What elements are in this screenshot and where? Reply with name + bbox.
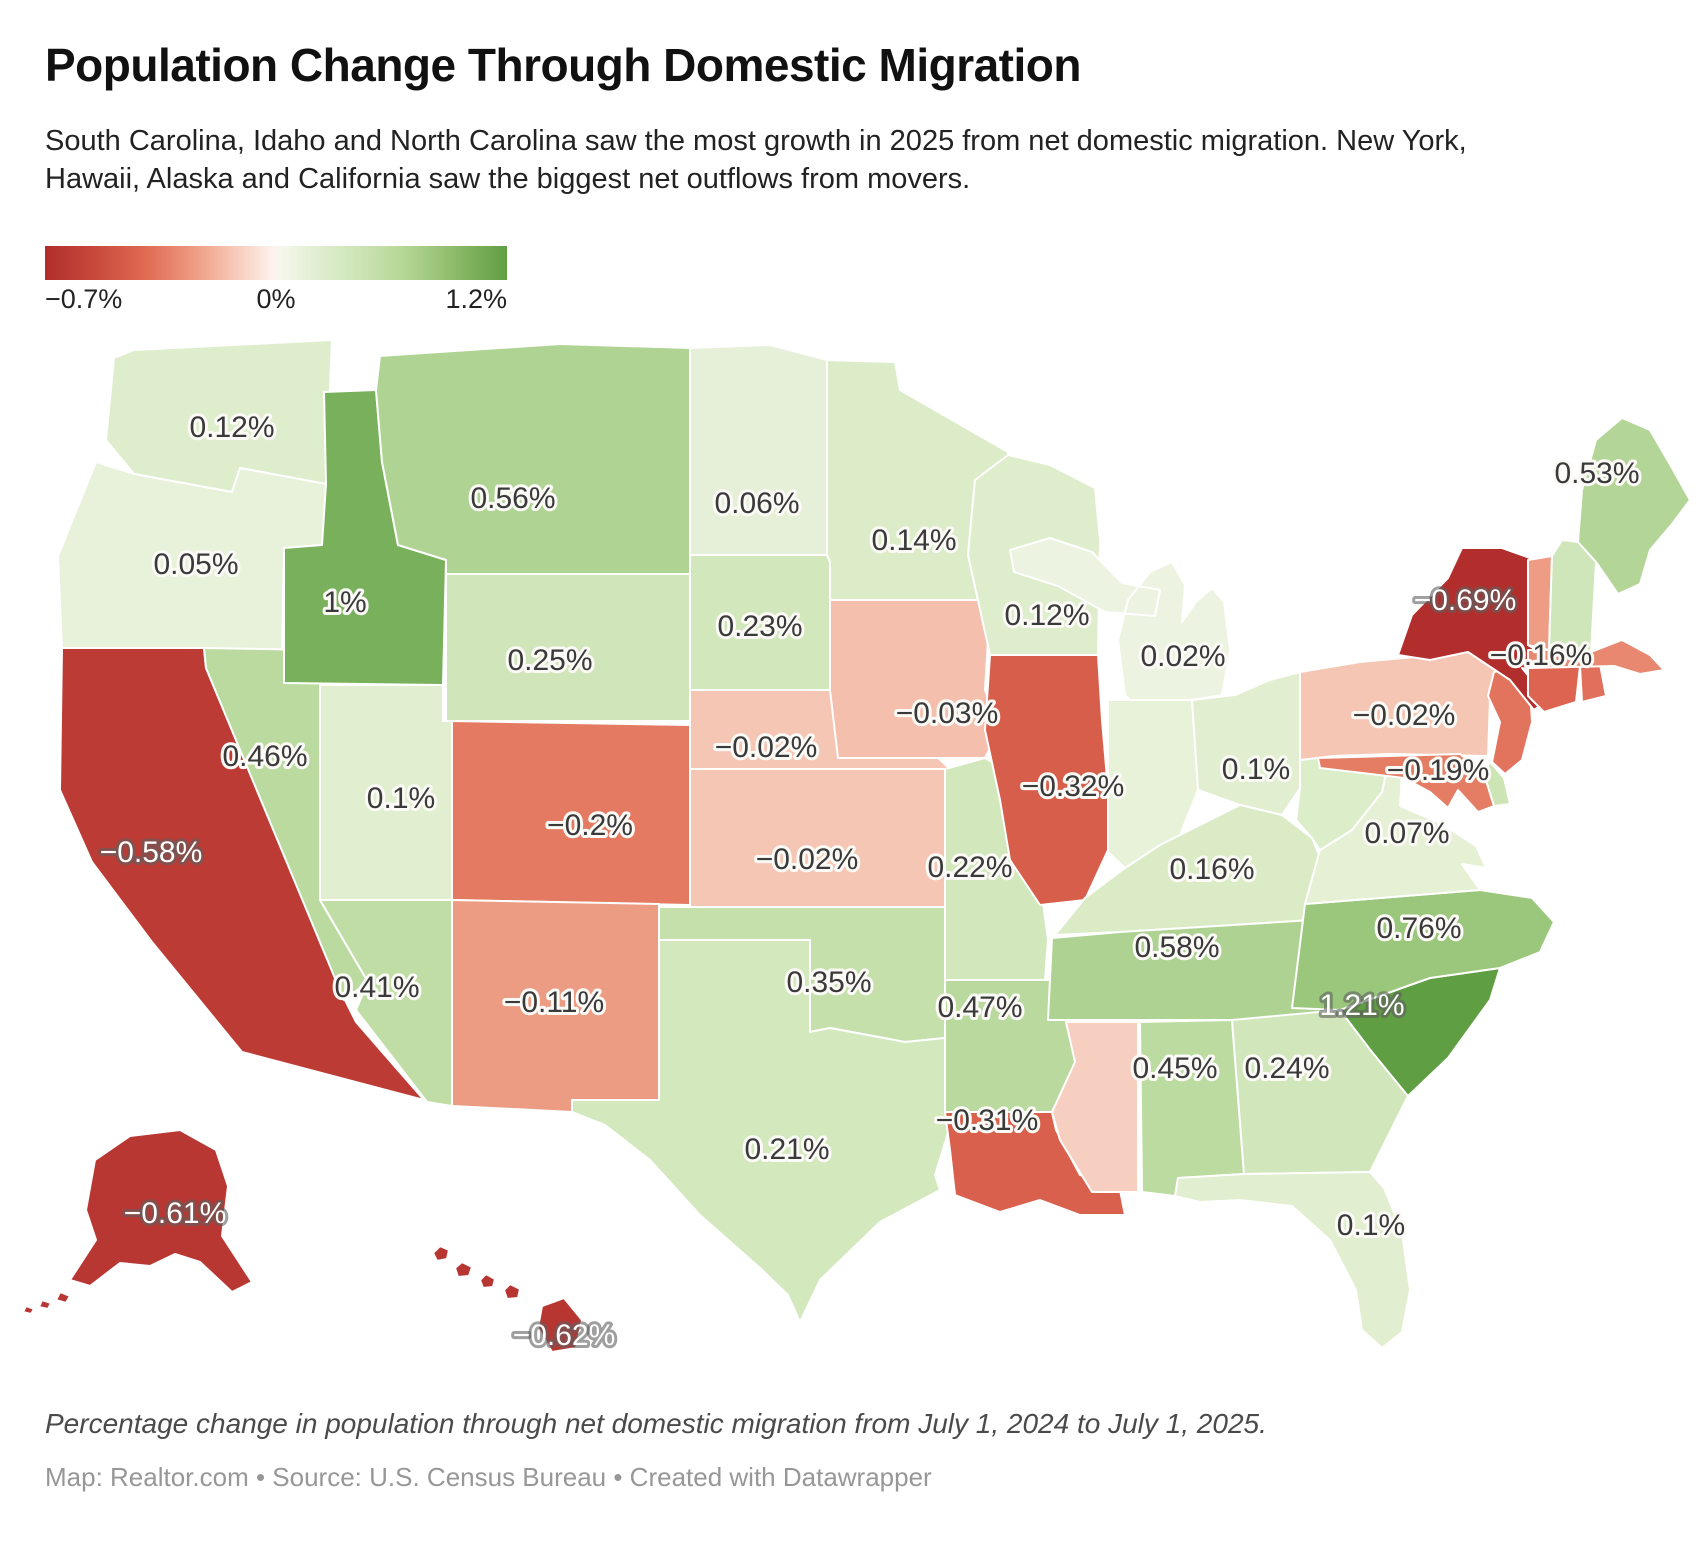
state-value-label-NC: 0.76%	[1376, 912, 1461, 945]
state-value-label-WI: 0.12%	[1004, 599, 1089, 632]
color-legend: −0.7% 0% 1.2%	[45, 246, 507, 318]
legend-gradient-bar	[45, 246, 507, 280]
state-value-label-IA: −0.03%	[896, 697, 999, 730]
state-FL[interactable]	[1174, 1171, 1411, 1349]
footer-credit: Map: Realtor.com • Source: U.S. Census B…	[45, 1462, 932, 1492]
state-value-label-AZ: 0.41%	[334, 971, 419, 1004]
state-KS[interactable]	[689, 768, 946, 908]
state-value-label-CO: −0.2%	[547, 809, 633, 842]
state-value-label-GA: 0.24%	[1244, 1052, 1329, 1085]
state-value-label-HI: −0.62%	[513, 1319, 616, 1352]
state-value-label-VA: 0.07%	[1364, 817, 1449, 850]
legend-max-label: 1.2%	[445, 284, 507, 314]
state-value-label-WA: 0.12%	[189, 411, 274, 444]
state-CT[interactable]	[1527, 665, 1581, 713]
state-ME[interactable]	[1577, 417, 1691, 595]
state-value-label-PA: −0.02%	[1353, 699, 1456, 732]
state-value-label-LA: −0.31%	[936, 1104, 1039, 1137]
state-value-label-KY: 0.16%	[1169, 853, 1254, 886]
state-DE[interactable]	[1483, 761, 1511, 807]
state-value-labels-layer: 0.12% 0.05% −0.58% 0.46% 1% 0.1% 0.41% 0.56% 0.2…	[97, 408, 1643, 1355]
page-title: Population Change Through Domestic Migra…	[45, 39, 1081, 91]
state-value-label-MD: −0.19%	[1387, 754, 1490, 787]
state-value-label-KS: −0.02%	[756, 843, 859, 876]
state-VT[interactable]	[1527, 555, 1553, 651]
state-AL[interactable]	[1139, 1019, 1245, 1197]
state-value-label-ID: 1%	[323, 586, 366, 619]
state-value-label-ND: 0.06%	[714, 487, 799, 520]
state-ND[interactable]	[689, 344, 828, 556]
legend-labels: −0.7% 0% 1.2%	[45, 284, 507, 318]
state-IA[interactable]	[829, 599, 1001, 759]
state-value-label-NE: −0.02%	[715, 731, 818, 764]
legend-mid-label: 0%	[256, 284, 296, 314]
footer-note: Percentage change in population through …	[45, 1408, 1267, 1439]
state-value-label-NY: −0.69%	[1414, 584, 1517, 617]
state-AK[interactable]	[22, 1129, 253, 1315]
state-TX[interactable]	[571, 939, 953, 1323]
state-value-label-NM: −0.11%	[504, 986, 604, 1019]
state-value-label-FL: 0.1%	[1337, 1209, 1405, 1242]
page-subtitle: South Carolina, Idaho and North Carolina…	[45, 125, 1467, 196]
state-value-label-TN: 0.58%	[1134, 931, 1219, 964]
state-value-label-OH: 0.1%	[1222, 753, 1290, 786]
state-value-label-MI: 0.02%	[1140, 640, 1225, 673]
state-value-label-TX: 0.21%	[744, 1133, 829, 1166]
state-value-label-UT: 0.1%	[367, 782, 435, 815]
state-value-label-MT: 0.56%	[470, 482, 555, 515]
state-value-label-OR: 0.05%	[153, 548, 238, 581]
state-value-label-AK: −0.61%	[124, 1197, 227, 1230]
state-value-label-MO: 0.22%	[927, 851, 1012, 884]
state-value-label-IL: −0.32%	[1022, 770, 1125, 803]
states-layer	[22, 339, 1691, 1353]
state-value-label-AL: 0.45%	[1132, 1052, 1217, 1085]
legend-min-label: −0.7%	[45, 284, 123, 314]
state-NC[interactable]	[1291, 889, 1555, 1011]
state-MS[interactable]	[1051, 1021, 1139, 1193]
state-MT[interactable]	[375, 343, 691, 575]
state-value-label-MN: 0.14%	[871, 524, 956, 557]
state-value-label-SD: 0.23%	[717, 610, 802, 643]
state-value-label-SC: 1.21%	[1319, 989, 1404, 1022]
state-value-label-OK: 0.35%	[786, 966, 871, 999]
state-value-label-NV: 0.46%	[222, 740, 307, 773]
state-value-label-AR: 0.47%	[937, 991, 1022, 1024]
state-HI[interactable]	[432, 1245, 583, 1353]
state-MD[interactable]	[1317, 753, 1495, 813]
state-value-label-CA: −0.58%	[100, 836, 203, 869]
state-value-label-WY: 0.25%	[507, 644, 592, 677]
state-value-label-ME: 0.53%	[1554, 457, 1639, 490]
state-NH[interactable]	[1548, 539, 1597, 653]
state-value-label-MA: −0.16%	[1490, 639, 1593, 672]
